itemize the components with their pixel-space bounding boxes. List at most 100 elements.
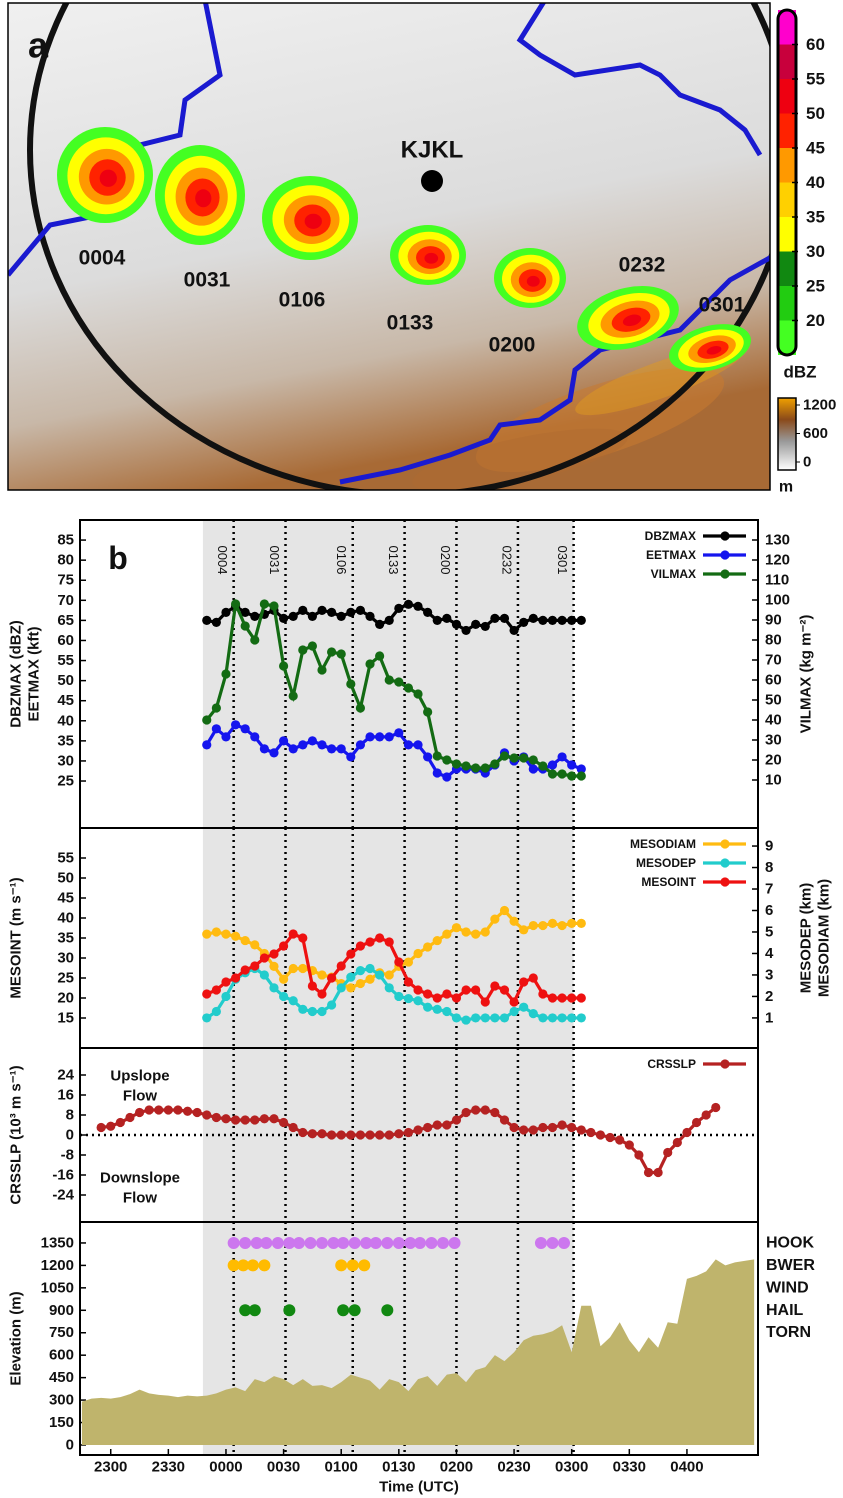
echo <box>100 170 117 187</box>
event-point <box>228 1237 240 1249</box>
event-point <box>239 1237 251 1249</box>
x-tick-label: 0200 <box>440 1459 473 1476</box>
data-point <box>461 626 470 635</box>
y2-tick-label: 100 <box>765 592 790 609</box>
data-point <box>375 651 384 660</box>
data-point <box>586 1128 595 1137</box>
data-point <box>481 763 490 772</box>
data-point <box>567 760 576 769</box>
storm-label: 0301 <box>699 294 746 317</box>
data-point <box>471 620 480 629</box>
data-point <box>529 1125 538 1134</box>
data-point <box>423 942 432 951</box>
data-point <box>327 608 336 617</box>
y2-axis-label: MESODEP (km) <box>798 883 815 994</box>
y-tick-label: 16 <box>57 1087 74 1104</box>
storm-label: 0200 <box>489 334 536 357</box>
data-point <box>529 755 538 764</box>
y2-tick-label: 30 <box>765 732 782 749</box>
data-point <box>317 1007 326 1016</box>
data-point <box>221 669 230 678</box>
storm-time-label: 0200 <box>438 546 453 575</box>
data-point <box>548 919 557 928</box>
data-point <box>289 929 298 938</box>
y-tick-label: 1200 <box>41 1257 74 1274</box>
data-point <box>500 985 509 994</box>
data-point <box>442 614 451 623</box>
y-tick-label: -8 <box>61 1147 74 1164</box>
event-point <box>449 1237 461 1249</box>
legend-swatch <box>720 877 729 886</box>
data-point <box>567 1013 576 1022</box>
data-point <box>606 1133 615 1142</box>
data-point <box>423 989 432 998</box>
data-point <box>337 961 346 970</box>
color-bin <box>778 252 796 287</box>
data-point <box>346 973 355 982</box>
data-point <box>231 720 240 729</box>
data-point <box>452 620 461 629</box>
y-tick-label: 15 <box>57 1010 74 1027</box>
data-point <box>365 659 374 668</box>
data-point <box>394 992 403 1001</box>
data-point <box>557 921 566 930</box>
data-point <box>481 997 490 1006</box>
data-point <box>519 1125 528 1134</box>
data-point <box>548 1013 557 1022</box>
data-point <box>509 917 518 926</box>
data-point <box>145 1105 154 1114</box>
data-point <box>365 612 374 621</box>
colorbar-label: m <box>779 479 793 496</box>
radar-site <box>421 170 443 192</box>
data-point <box>577 1013 586 1022</box>
y-tick-label: 65 <box>57 612 74 629</box>
data-point <box>433 993 442 1002</box>
data-point <box>317 989 326 998</box>
data-point <box>567 993 576 1002</box>
data-point <box>413 689 422 698</box>
data-point <box>490 759 499 768</box>
storm-label: 0106 <box>279 289 326 312</box>
data-point <box>509 1123 518 1132</box>
data-point <box>202 930 211 939</box>
data-point <box>509 626 518 635</box>
data-point <box>423 1123 432 1132</box>
y-tick-label: 35 <box>57 930 74 947</box>
data-point <box>490 614 499 623</box>
data-point <box>385 1130 394 1139</box>
data-point <box>365 937 374 946</box>
data-point <box>241 724 250 733</box>
data-point <box>221 1114 230 1123</box>
data-point <box>385 675 394 684</box>
data-point <box>413 1125 422 1134</box>
data-point <box>221 732 230 741</box>
data-point <box>711 1103 720 1112</box>
data-point <box>452 993 461 1002</box>
y2-tick-label: 20 <box>765 752 782 769</box>
y2-tick-label: 80 <box>765 632 782 649</box>
y-tick-label: -16 <box>52 1167 74 1184</box>
data-point <box>500 614 509 623</box>
color-bin <box>778 79 796 114</box>
data-point <box>317 1129 326 1138</box>
data-point <box>433 616 442 625</box>
data-point <box>509 997 518 1006</box>
data-point <box>500 751 509 760</box>
data-point <box>250 635 259 644</box>
y-tick-label: 900 <box>49 1302 74 1319</box>
data-point <box>442 755 451 764</box>
data-point <box>404 1128 413 1137</box>
color-bin <box>778 10 796 45</box>
legend-label: HAIL <box>766 1302 804 1319</box>
data-point <box>423 707 432 716</box>
data-point <box>173 1105 182 1114</box>
legend-label: EETMAX <box>646 548 696 562</box>
data-point <box>289 1123 298 1132</box>
data-point <box>481 1013 490 1022</box>
x-tick-label: 0300 <box>555 1459 588 1476</box>
data-point <box>356 740 365 749</box>
x-axis-label: Time (UTC) <box>379 1479 459 1496</box>
data-point <box>337 1130 346 1139</box>
data-point <box>557 769 566 778</box>
data-point <box>433 1120 442 1129</box>
